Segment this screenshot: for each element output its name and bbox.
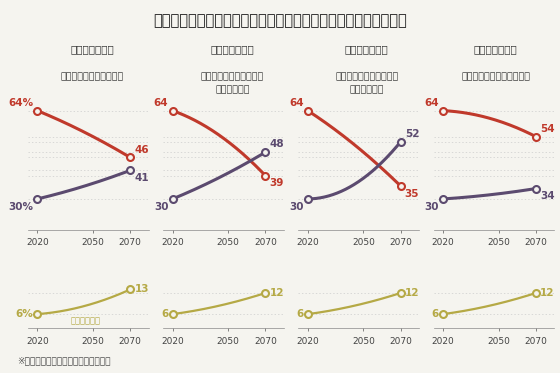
Text: 13: 13 [134,285,149,294]
Text: 54: 54 [540,124,554,134]
Text: 6: 6 [161,309,169,319]
Text: 48: 48 [269,140,284,150]
Text: 12: 12 [540,288,554,298]
Text: 【シナリオ２】: 【シナリオ２】 [211,44,254,54]
Text: ２０７０年までの米国の宗教構成に関する予想の４つのシナリオ: ２０７０年までの米国の宗教構成に関する予想の４つのシナリオ [153,13,407,28]
Text: 6%: 6% [15,309,33,319]
Text: 12: 12 [269,288,284,298]
Text: 39: 39 [269,178,284,188]
Text: 52: 52 [405,129,419,139]
Text: 30%: 30% [8,202,33,212]
Text: 64: 64 [424,98,439,108]
Text: 【シナリオ３】: 【シナリオ３】 [345,44,389,54]
Text: 制限なしで宗教的転向が
増加する場合: 制限なしで宗教的転向が 増加する場合 [335,73,398,94]
Text: 30: 30 [289,202,304,212]
Text: 46: 46 [134,145,149,155]
Text: 6: 6 [296,309,304,319]
Text: その他の宗教: その他の宗教 [71,316,101,325]
Text: 6: 6 [432,309,439,319]
Text: 41: 41 [134,173,149,183]
Text: 【シナリオ４】: 【シナリオ４】 [474,44,517,54]
Text: ※ピュー研究所のグラフを一部加工。: ※ピュー研究所のグラフを一部加工。 [17,357,110,366]
Text: 35: 35 [405,189,419,199]
Text: 64: 64 [289,98,304,108]
Text: 64: 64 [153,98,169,108]
Text: 宗教的転向が一定の場合: 宗教的転向が一定の場合 [61,73,124,82]
Text: 【シナリオ１】: 【シナリオ１】 [71,44,114,54]
Text: 64%: 64% [8,98,33,108]
Text: 宗教的転向が停止した場合: 宗教的転向が停止した場合 [461,73,530,82]
Text: 34: 34 [540,191,554,201]
Text: 12: 12 [405,288,419,298]
Text: 制限付きで宗教的転向が
増加する場合: 制限付きで宗教的転向が 増加する場合 [201,73,264,94]
Text: 30: 30 [154,202,169,212]
Text: 30: 30 [424,202,439,212]
